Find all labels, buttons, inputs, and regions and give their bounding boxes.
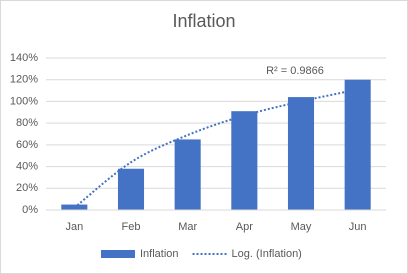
x-tick-label: Mar xyxy=(178,221,197,233)
legend-label: Log. (Inflation) xyxy=(232,248,302,260)
bar xyxy=(117,168,145,210)
y-tick-label: 0% xyxy=(22,204,38,216)
x-tick-label: May xyxy=(291,221,312,233)
bar xyxy=(231,111,258,210)
y-tick-label: 120% xyxy=(10,74,38,86)
y-tick-label: 140% xyxy=(10,52,38,64)
y-tick-label: 60% xyxy=(16,139,38,151)
y-tick-label: 20% xyxy=(16,182,38,194)
legend-label: Inflation xyxy=(140,248,179,260)
x-tick-label: Jun xyxy=(349,221,367,233)
bar xyxy=(287,97,315,210)
y-tick-label: 80% xyxy=(16,117,38,129)
bar xyxy=(344,79,371,210)
bar xyxy=(174,139,201,210)
y-tick-label: 100% xyxy=(10,95,38,107)
legend-swatch xyxy=(101,250,135,258)
trendline xyxy=(73,88,358,209)
annotation: R² = 0.9866 xyxy=(266,65,324,77)
x-tick-label: Jan xyxy=(65,221,83,233)
chart-title: Inflation xyxy=(172,11,235,31)
x-tick-label: Feb xyxy=(122,221,141,233)
y-tick-label: 40% xyxy=(16,160,38,172)
x-tick-label: Apr xyxy=(236,221,253,233)
